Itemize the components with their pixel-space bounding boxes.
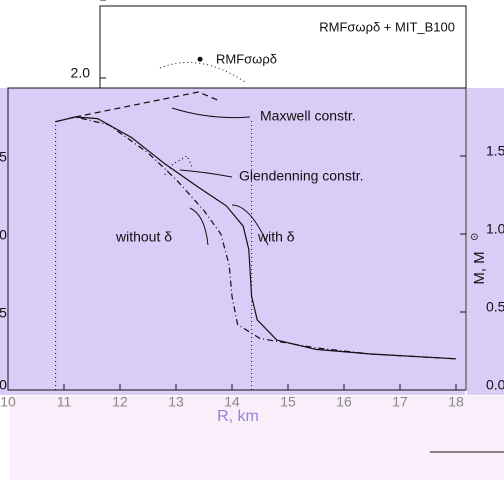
x-tick-label: 10 bbox=[0, 394, 16, 410]
annotation: with δ bbox=[257, 229, 295, 245]
y-label-sub: ⊙ bbox=[470, 233, 481, 241]
y-label-group: M, M ⊙ bbox=[470, 233, 488, 285]
lower-panel bbox=[10, 396, 504, 480]
clipped-label: 0 bbox=[0, 227, 7, 243]
arrow bbox=[189, 207, 209, 246]
point bbox=[197, 56, 203, 62]
y-label: M, M bbox=[471, 251, 488, 284]
x-tick-label: 12 bbox=[112, 394, 128, 410]
x-tick-label: 18 bbox=[448, 394, 464, 410]
y-tick-label: 0.5 bbox=[486, 299, 504, 315]
series-line bbox=[164, 155, 194, 176]
annotation: Glendenning constr. bbox=[239, 168, 364, 184]
clipped-label: 5 bbox=[0, 305, 7, 321]
y-tick-label: 0.0 bbox=[486, 377, 504, 393]
legend-title: RMFσωρδ + MIT_B100 bbox=[319, 19, 455, 34]
x-tick-label: 13 bbox=[168, 394, 184, 410]
annotation: RMFσωρδ bbox=[216, 51, 277, 66]
plot-frame bbox=[7, 87, 467, 391]
series-line bbox=[55, 116, 457, 360]
y-tick-label: 1.0 bbox=[486, 221, 504, 237]
x-tick-label: 11 bbox=[57, 394, 72, 410]
annotation: Maxwell constr. bbox=[260, 108, 356, 124]
arrows bbox=[171, 107, 269, 246]
arrow bbox=[171, 107, 251, 119]
clipped-label: 0 bbox=[0, 377, 7, 393]
y-tick-label: 2.5 bbox=[71, 0, 91, 3]
arrow bbox=[231, 204, 269, 246]
x-tick-label: 14 bbox=[224, 394, 240, 410]
top-frame bbox=[99, 5, 467, 89]
x-label: R, km bbox=[217, 408, 259, 425]
y-tick-label: 1.5 bbox=[486, 143, 504, 159]
y-tick-label: 2.0 bbox=[71, 65, 91, 81]
annotation: without δ bbox=[115, 229, 172, 245]
x-tick-label: 16 bbox=[336, 394, 352, 410]
x-tick-label: 15 bbox=[280, 394, 296, 410]
series-line bbox=[75, 91, 222, 118]
top-curve bbox=[159, 62, 246, 83]
clipped-label: 5 bbox=[0, 149, 7, 165]
x-tick-label: 17 bbox=[392, 394, 408, 410]
arrow bbox=[179, 169, 233, 178]
